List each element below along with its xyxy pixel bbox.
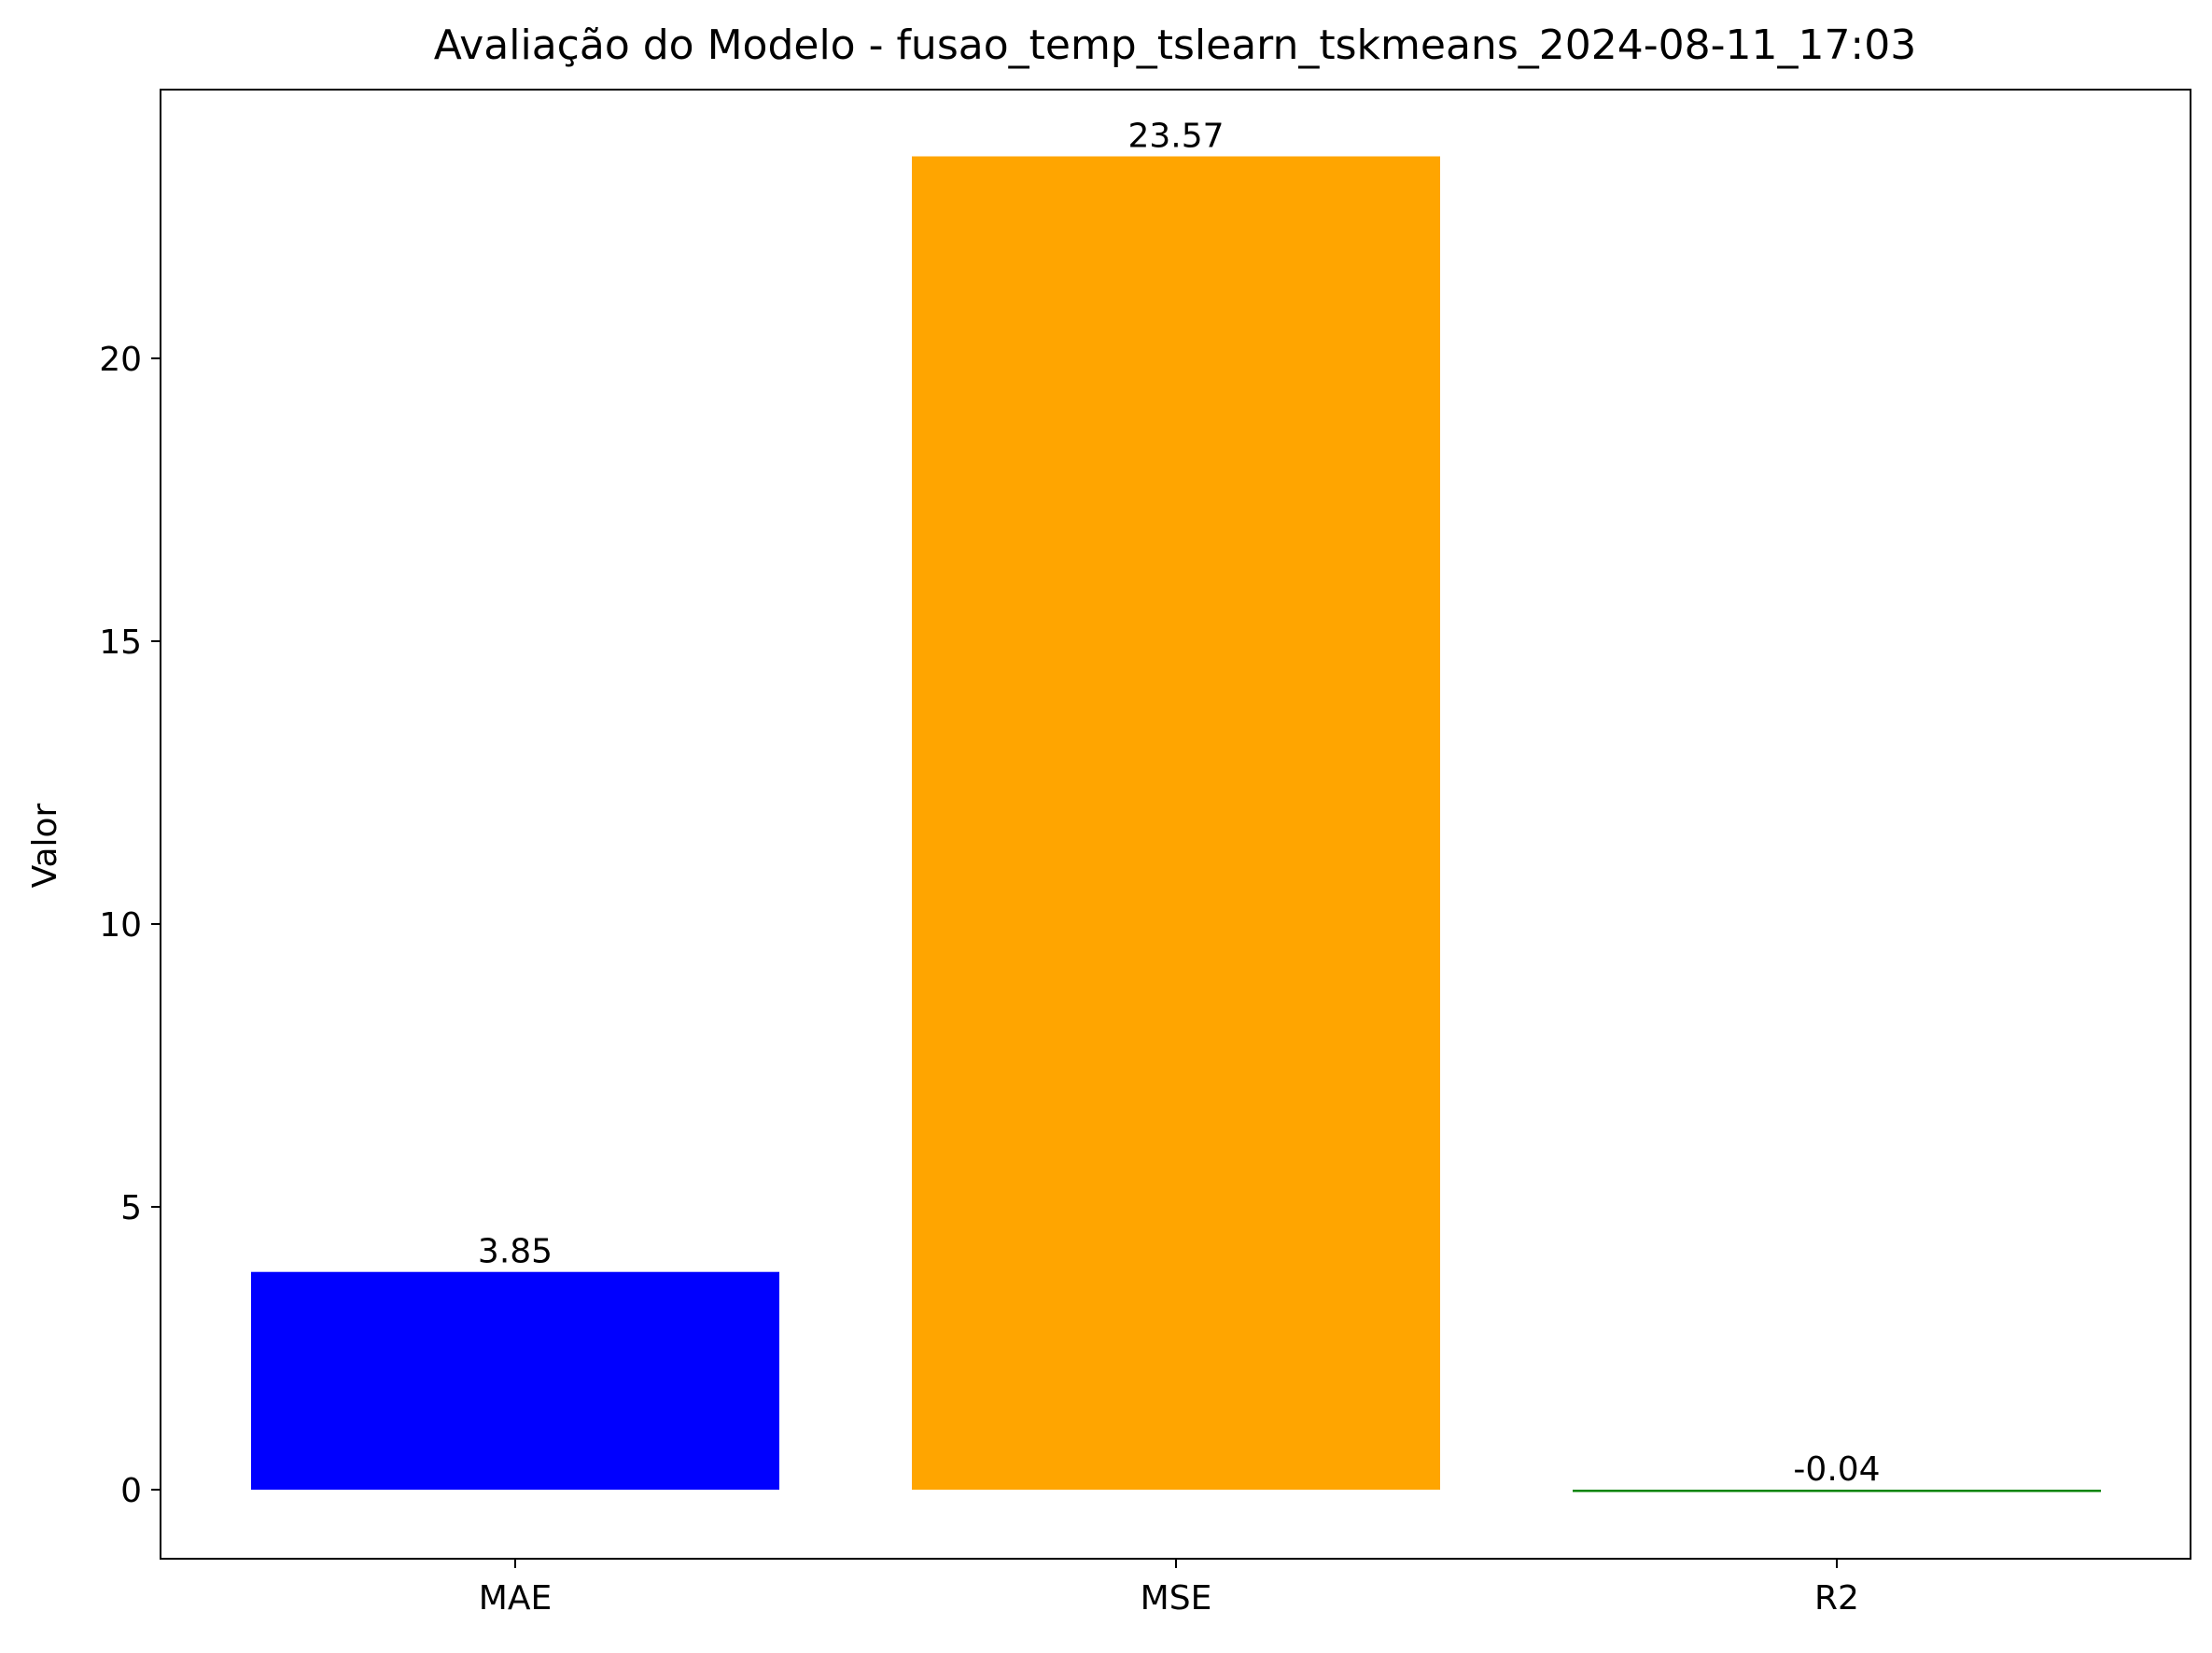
x-tick-label-r2: R2 xyxy=(1814,1579,1859,1618)
y-tick-label-5: 5 xyxy=(120,1189,142,1227)
plot-area: 3.85 MAE 23.57 MSE -0.04 R2 0 5 10 15 20 xyxy=(99,89,2191,1618)
y-tick-label-20: 20 xyxy=(99,341,142,379)
chart-title: Avaliação do Modelo - fusao_temp_tslearn… xyxy=(434,21,1917,69)
y-tick-label-10: 10 xyxy=(99,906,142,945)
bar-mae xyxy=(251,1271,779,1491)
y-tick-label-15: 15 xyxy=(99,623,142,662)
data-label-mse: 23.57 xyxy=(1127,118,1224,156)
data-label-r2: -0.04 xyxy=(1793,1450,1880,1489)
bar-mse xyxy=(912,156,1440,1491)
y-tick-label-0: 0 xyxy=(120,1472,142,1510)
y-axis-label: Valor xyxy=(26,803,64,888)
plot-frame xyxy=(160,89,2191,1560)
x-tick-label-mse: MSE xyxy=(1141,1579,1212,1618)
x-tick-label-mae: MAE xyxy=(479,1579,552,1618)
data-label-mae: 3.85 xyxy=(478,1233,553,1271)
bar-r2 xyxy=(1573,1490,2101,1492)
